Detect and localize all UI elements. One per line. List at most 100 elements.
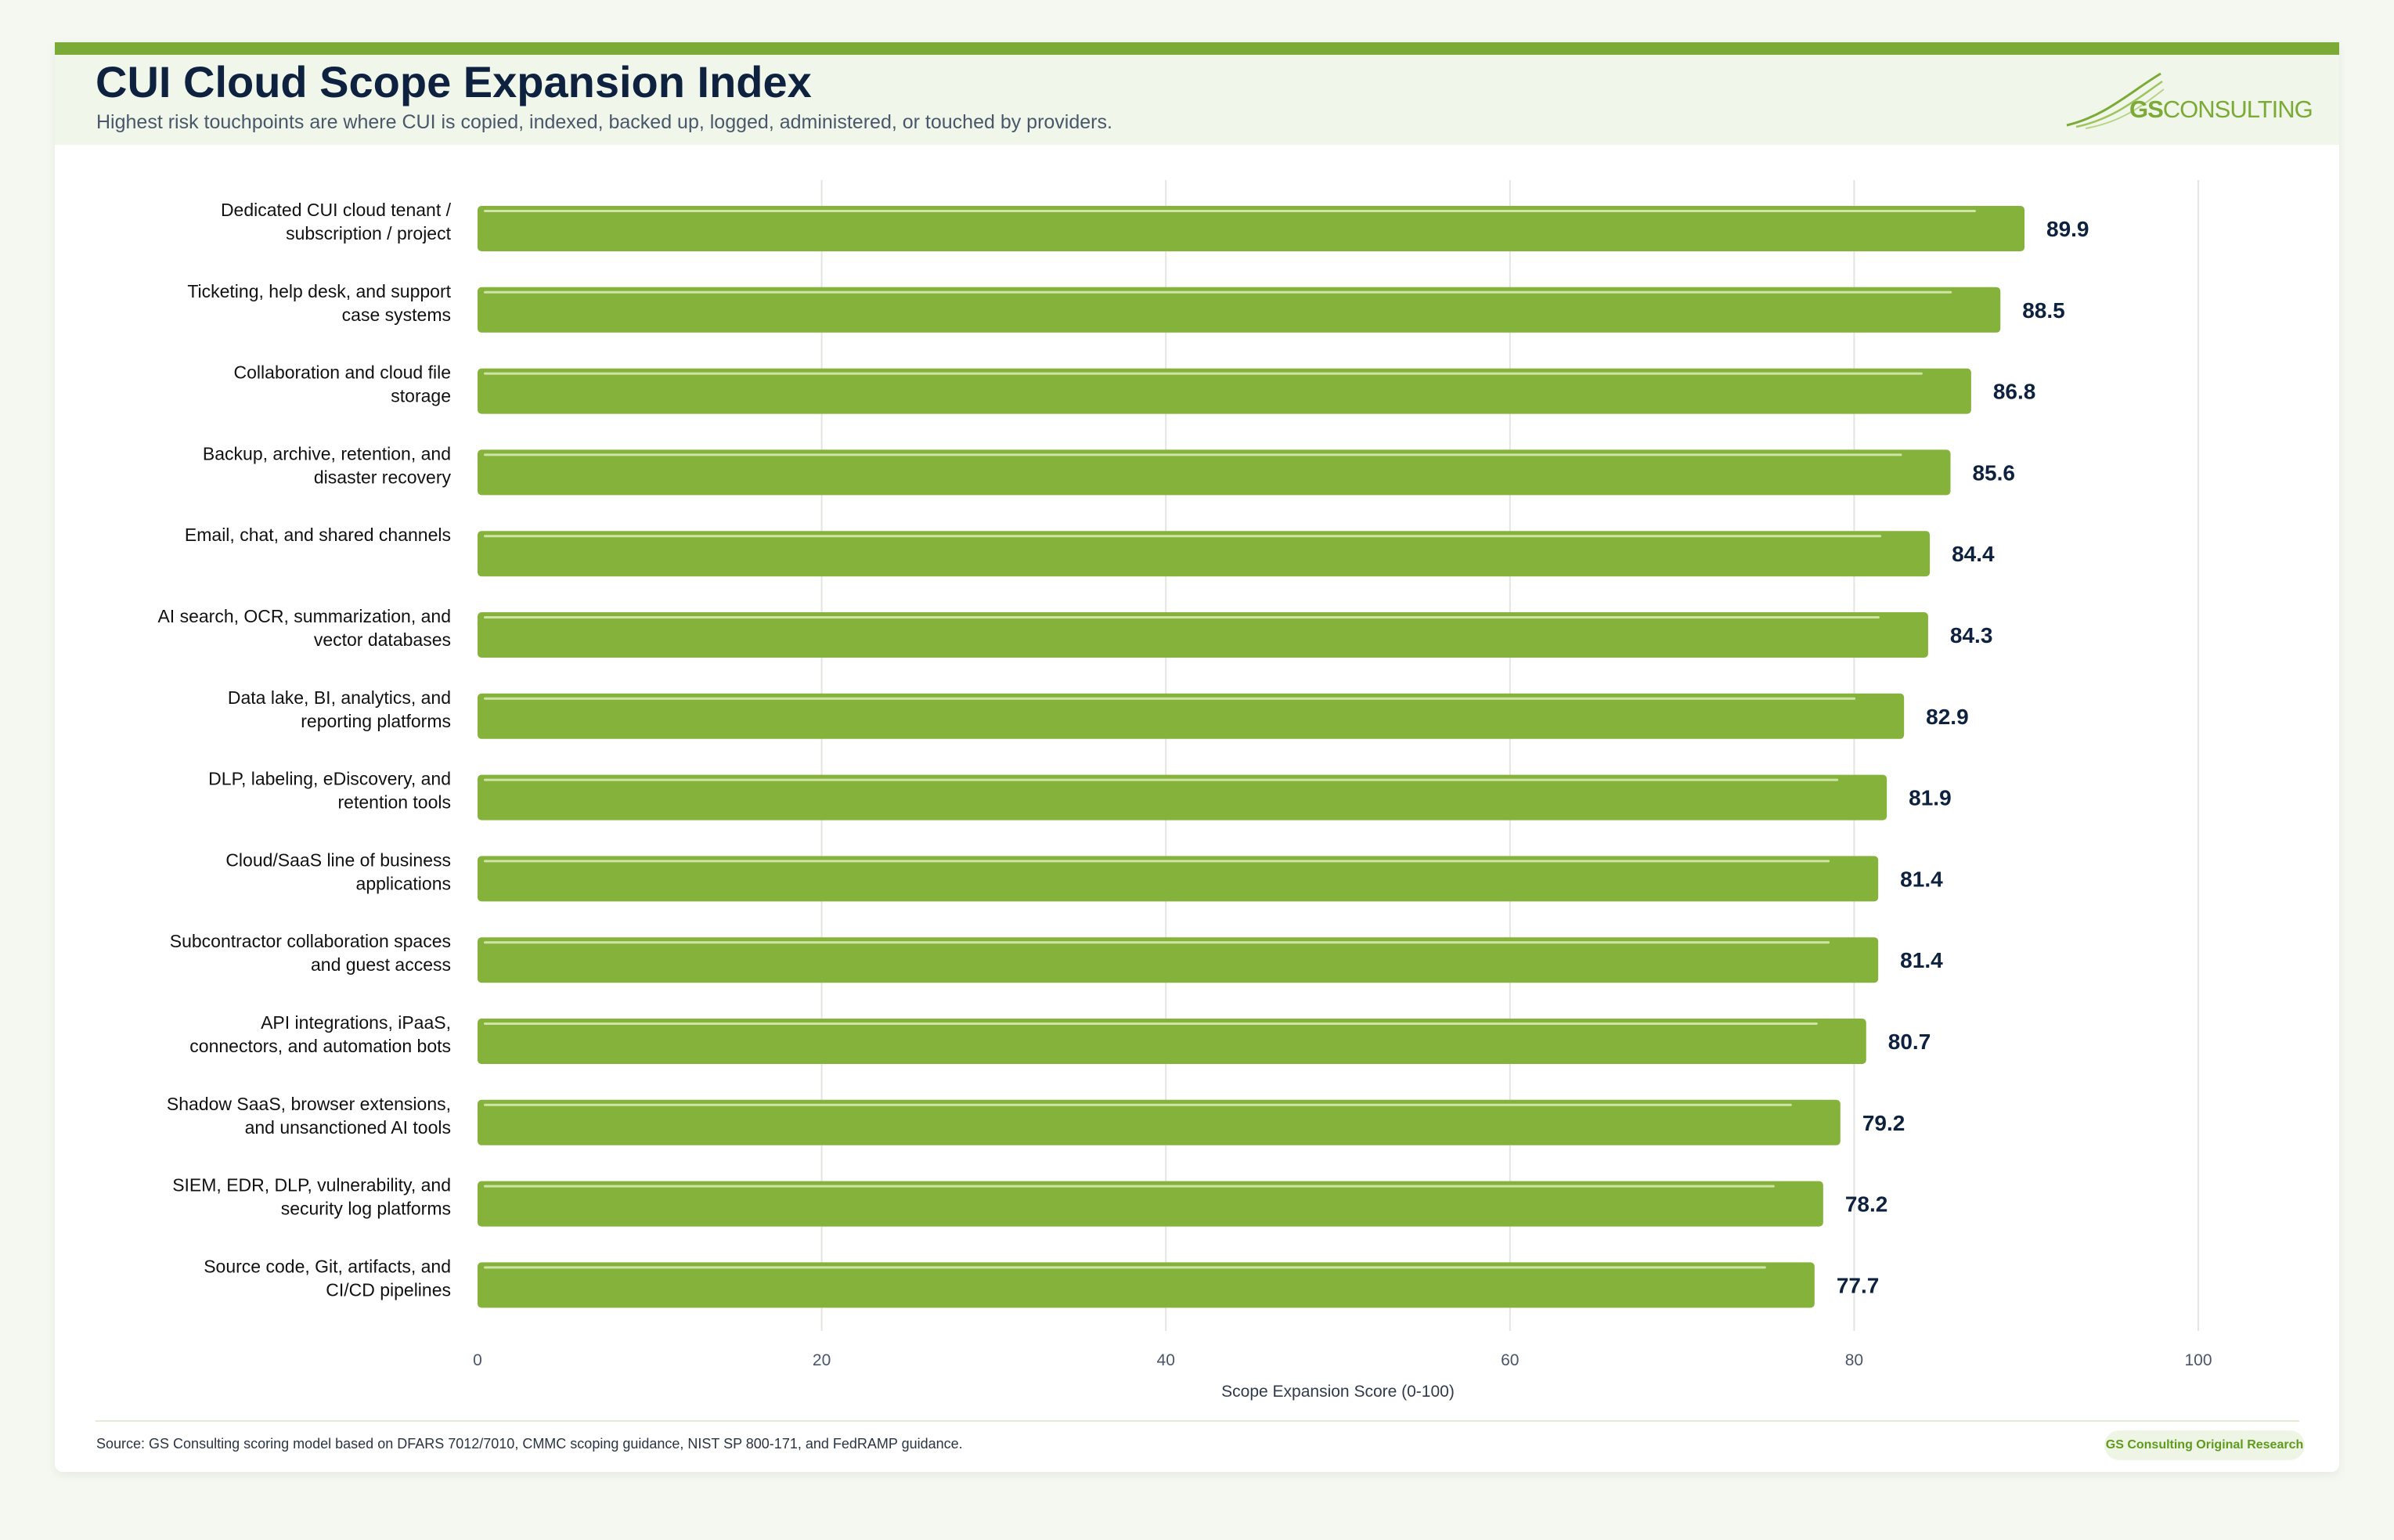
bar (478, 937, 1879, 983)
bar-highlight (484, 1103, 1792, 1106)
bar-highlight (484, 616, 1880, 619)
bar-highlight (484, 1022, 1818, 1025)
bar (478, 531, 1931, 577)
chart-subtitle: Highest risk touchpoints are where CUI i… (96, 111, 1112, 133)
source-note: Source: GS Consulting scoring model base… (96, 1436, 963, 1452)
category-label-line: connectors, and automation bots (189, 1036, 451, 1056)
bar (478, 612, 1928, 658)
x-tick-label: 80 (1845, 1351, 1863, 1369)
bar (478, 206, 2025, 251)
bar-highlight (484, 535, 1882, 538)
category-label-line: API integrations, iPaaS, (261, 1012, 451, 1033)
data-label: 89.9 (2046, 217, 2089, 241)
logo-wordmark-bold: GS (2129, 96, 2164, 123)
bar-highlight (484, 860, 1830, 863)
category-label-line: retention tools (338, 792, 451, 813)
bar (478, 449, 1951, 496)
category-label: Backup, archive, retention, and disaster … (203, 443, 452, 487)
data-label: 86.8 (1993, 380, 2036, 404)
category-label: Collaboration and cloud file storage (234, 362, 451, 406)
bar-highlight (484, 290, 1952, 294)
data-label: 81.4 (1900, 867, 1943, 891)
category-label-line: and unsanctioned AI tools (245, 1117, 451, 1138)
category-label: Shadow SaaS, browser extensions, and unsa… (167, 1094, 451, 1138)
data-label: 85.6 (1972, 460, 2015, 485)
x-tick-label: 0 (473, 1351, 482, 1369)
data-label: 80.7 (1888, 1030, 1931, 1054)
bar (478, 1099, 1841, 1145)
data-label: 79.2 (1862, 1111, 1905, 1135)
data-label: 81.9 (1909, 786, 1952, 810)
x-tick-label: 40 (1157, 1351, 1175, 1369)
category-label-line: and guest access (311, 954, 451, 975)
category-label-line: DLP, labeling, eDiscovery, and (208, 769, 451, 789)
bar (478, 856, 1879, 902)
category-label-line: Source code, Git, artifacts, and (204, 1256, 451, 1276)
bar-highlight (484, 210, 1977, 212)
bar (478, 774, 1887, 820)
category-label: SIEM, EDR, DLP, vulnerability, and securi… (172, 1175, 451, 1219)
original-research-badge: GS Consulting Original Research (2104, 1430, 2305, 1460)
category-label: Ticketing, help desk, and support case sy… (187, 281, 451, 325)
category-label-line: Dedicated CUI cloud tenant / (221, 200, 452, 220)
category-label: Email, chat, and shared channels (185, 525, 451, 545)
category-label: API integrations, iPaaS, connectors, and … (189, 1012, 451, 1056)
data-label: 78.2 (1845, 1192, 1888, 1217)
bar-highlight (484, 1185, 1775, 1188)
category-label-line: Email, chat, and shared channels (185, 525, 451, 545)
category-label-line: disaster recovery (314, 467, 452, 487)
x-tick-label: 100 (2184, 1351, 2212, 1369)
category-label-line: Cloud/SaaS line of business (225, 849, 451, 870)
bar-highlight (484, 372, 1923, 375)
gs-consulting-logo-icon (2066, 72, 2165, 129)
bar (478, 1019, 1866, 1064)
category-label: AI search, OCR, summarization, and vector… (157, 606, 451, 650)
bar (478, 1262, 1815, 1308)
category-label: Dedicated CUI cloud tenant / subscription… (221, 200, 452, 243)
category-label-line: reporting platforms (301, 711, 451, 731)
category-label-line: Subcontractor collaboration spaces (170, 931, 451, 951)
footer-divider (96, 1420, 2299, 1422)
card-accent-bar (55, 42, 2339, 55)
category-label-line: Backup, archive, retention, and (203, 443, 451, 463)
bar-highlight (484, 453, 1902, 456)
category-label: Source code, Git, artifacts, and CI/CD pi… (204, 1256, 451, 1300)
logo-wordmark-rest: CONSULTING (2162, 96, 2313, 123)
logo-wordmark: GSCONSULTING (2129, 96, 2313, 124)
bar-highlight (484, 778, 1839, 781)
data-label: 81.4 (1900, 948, 1943, 972)
category-label-line: Ticketing, help desk, and support (187, 281, 451, 301)
data-label: 77.7 (1837, 1273, 1880, 1297)
category-label-line: CI/CD pipelines (326, 1279, 451, 1300)
category-label: Data lake, BI, analytics, and reporting p… (228, 687, 451, 731)
category-label-line: vector databases (314, 629, 451, 650)
category-label-line: storage (391, 386, 451, 406)
category-label: Cloud/SaaS line of business applications (225, 849, 451, 893)
chart-title: CUI Cloud Scope Expansion Index (96, 57, 812, 106)
bar (478, 287, 2001, 333)
category-label-line: applications (356, 873, 451, 893)
category-label-line: case systems (342, 305, 451, 325)
header-band (55, 55, 2339, 145)
x-axis-label: Scope Expansion Score (0-100) (1221, 1383, 1455, 1401)
data-label: 82.9 (1926, 705, 1969, 729)
category-label-line: subscription / project (286, 223, 452, 243)
category-label-line: AI search, OCR, summarization, and (157, 606, 451, 626)
category-label-line: Collaboration and cloud file (234, 362, 451, 383)
chart-card (55, 42, 2339, 1472)
x-tick-label: 20 (813, 1351, 831, 1369)
category-label-line: Data lake, BI, analytics, and (228, 687, 451, 708)
category-label: Subcontractor collaboration spaces and gu… (170, 931, 451, 975)
category-label-line: SIEM, EDR, DLP, vulnerability, and (172, 1175, 451, 1196)
x-tick-label: 60 (1501, 1351, 1519, 1369)
bar (478, 1181, 1823, 1227)
data-label: 84.3 (1950, 623, 1993, 647)
category-label-line: Shadow SaaS, browser extensions, (167, 1094, 451, 1114)
bar (478, 693, 1905, 739)
bar-highlight (484, 941, 1830, 944)
bar-highlight (484, 697, 1856, 700)
data-label: 84.4 (1952, 542, 1995, 566)
data-label: 88.5 (2022, 298, 2065, 323)
bar (478, 368, 1971, 414)
